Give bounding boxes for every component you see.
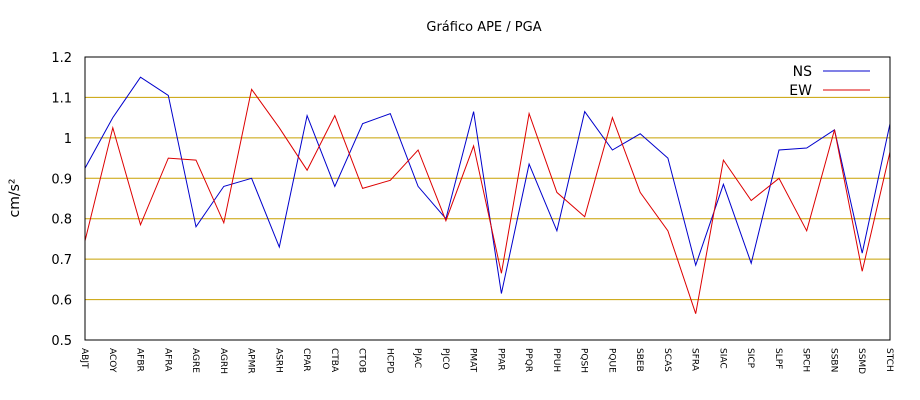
x-tick-label: CTBA (329, 348, 339, 373)
y-tick-label: 0.9 (51, 172, 72, 187)
x-tick-label: ACOY (107, 348, 117, 373)
series-lines (84, 76, 891, 314)
x-tick-label: AFBR (135, 348, 145, 372)
x-tick-label: AGRH (218, 348, 228, 374)
legend: NS EW (789, 64, 870, 99)
x-tick-label: SSBN (828, 348, 838, 372)
gridlines (85, 96, 890, 301)
y-tick-label: 1.1 (51, 91, 72, 106)
x-tick-label: PMAT (468, 348, 478, 373)
series-line-ns (84, 76, 891, 294)
y-tick-label: 0.8 (51, 213, 72, 228)
y-tick-label: 1 (64, 132, 72, 147)
x-tick-label: PPUH (551, 348, 561, 372)
x-tick-label: SICP (745, 348, 755, 369)
x-tick-label: AFRA (162, 348, 172, 372)
y-tick-label: 0.5 (51, 334, 72, 349)
x-tick-label: PPAR (495, 348, 505, 371)
y-tick-label: 0.7 (51, 253, 72, 268)
x-tick-label: SLPF (773, 348, 783, 369)
x-tick-label: AGRE (190, 348, 200, 373)
series-line-ew (84, 88, 891, 314)
x-tick-label: HCPD (384, 348, 394, 373)
x-tick-label: APMR (246, 348, 256, 374)
x-tick-label: PQSH (579, 348, 589, 373)
x-tick-label: SIAC (717, 348, 727, 369)
x-tick-label: SSMD (856, 348, 866, 374)
x-tick-label: ASRH (273, 348, 283, 373)
chart-title: Gráfico APE / PGA (426, 20, 541, 35)
x-tick-label: PQUE (606, 348, 616, 373)
x-tick-label: STCH (884, 348, 894, 372)
x-tick-label: SCAS (662, 348, 672, 372)
x-tick-label: SBEB (634, 348, 644, 372)
y-tick-label: 1.2 (51, 51, 72, 66)
legend-label-ns: NS (793, 64, 812, 80)
legend-label-ew: EW (789, 83, 812, 99)
y-axis-ticks: 0.5 0.6 0.7 0.8 0.9 1 1.1 1.2 (51, 51, 72, 349)
x-tick-label: PJCO (440, 348, 450, 369)
x-tick-label: SPCH (801, 348, 811, 372)
x-tick-label: SFRA (690, 348, 700, 372)
y-axis-label: cm/s² (7, 179, 23, 218)
plot-frame (84, 56, 891, 341)
x-tick-label: ABJT (79, 348, 89, 369)
x-tick-label: CPAR (301, 348, 311, 372)
x-tick-label: CTOB (357, 348, 367, 373)
x-tick-label: PPQR (523, 348, 533, 372)
x-axis-ticks: ABJT ACOY AFBR AFRA AGRE AGRH APMR ASRH CPAR CTBA… (79, 348, 894, 374)
y-tick-label: 0.6 (51, 294, 72, 309)
x-tick-label: PJAC (412, 348, 422, 368)
